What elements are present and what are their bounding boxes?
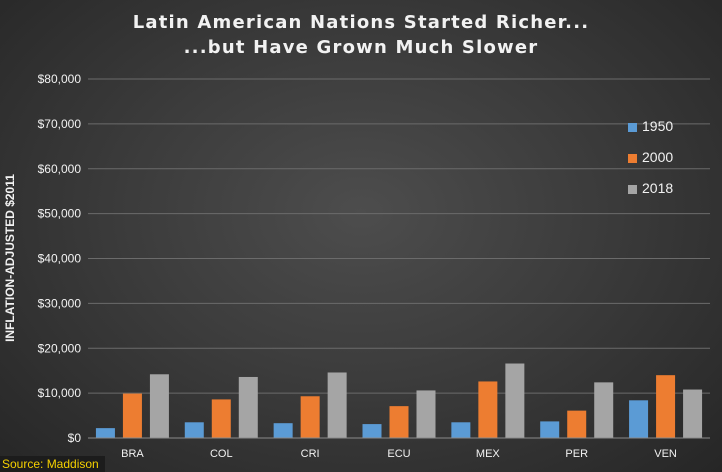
x-tick-label: MEX <box>476 448 501 460</box>
legend-swatch-2018 <box>628 185 637 194</box>
bar-2000-COL <box>211 399 231 438</box>
legend-swatch-1950 <box>628 123 637 132</box>
y-tick-label: $20,000 <box>38 341 82 355</box>
x-tick-label: BRA <box>121 448 144 460</box>
bar-2018-ECU <box>416 390 436 438</box>
bar-2018-COL <box>238 376 258 438</box>
legend-label-1950: 1950 <box>642 118 674 134</box>
x-tick-label: VEN <box>654 448 677 460</box>
y-tick-label: $10,000 <box>38 386 82 400</box>
y-tick-label: $60,000 <box>38 162 82 176</box>
bar-1950-COL <box>184 422 204 438</box>
bar-1950-VEN <box>629 400 649 438</box>
chart-title-line-1: Latin American Nations Started Richer... <box>132 12 590 33</box>
legend-label-2000: 2000 <box>642 149 674 165</box>
chart-title-line-2: ...but Have Grown Much Slower <box>183 37 539 58</box>
bar-2000-MEX <box>478 381 498 438</box>
y-tick-label: $50,000 <box>38 207 82 221</box>
y-tick-label: $0 <box>68 431 82 445</box>
legend-swatch-2000 <box>628 154 637 163</box>
bar-2018-PER <box>594 382 614 438</box>
bar-2018-VEN <box>683 389 703 438</box>
bar-1950-ECU <box>362 424 382 438</box>
source-note: Source: Maddison <box>0 456 105 472</box>
x-tick-label: ECU <box>387 448 410 460</box>
y-tick-label: $70,000 <box>38 117 82 131</box>
y-tick-label: $40,000 <box>38 252 82 266</box>
bar-2000-BRA <box>122 393 142 438</box>
legend-label-2018: 2018 <box>642 180 674 196</box>
y-tick-label: $80,000 <box>38 72 82 86</box>
bar-1950-MEX <box>451 422 471 438</box>
bar-1950-CRI <box>273 423 293 438</box>
bar-1950-BRA <box>95 428 115 438</box>
bar-2018-CRI <box>327 372 347 438</box>
bar-2000-ECU <box>389 406 409 438</box>
bar-2018-MEX <box>505 363 525 438</box>
x-tick-label: COL <box>210 448 233 460</box>
bar-1950-PER <box>540 421 560 438</box>
bar-2018-BRA <box>149 374 169 438</box>
bar-2000-VEN <box>656 375 676 438</box>
bar-2000-PER <box>567 410 587 438</box>
y-tick-label: $30,000 <box>38 296 82 310</box>
y-axis-title: INFLATION-ADJUSTED $2011 <box>3 174 17 342</box>
x-tick-label: CRI <box>301 448 320 460</box>
x-tick-label: PER <box>565 448 588 460</box>
bar-2000-CRI <box>300 396 320 438</box>
